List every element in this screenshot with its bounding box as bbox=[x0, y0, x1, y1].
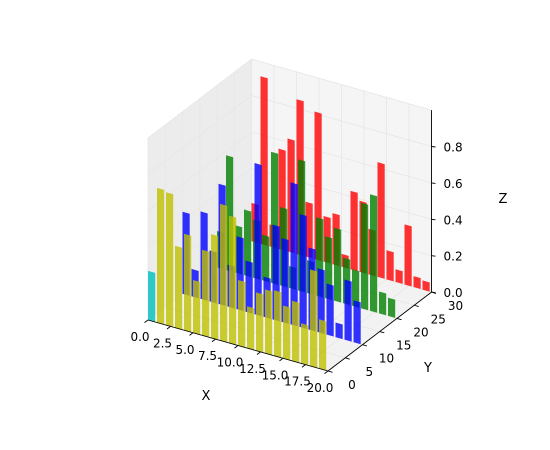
bar bbox=[229, 215, 237, 345]
bar bbox=[352, 269, 360, 308]
bar bbox=[175, 245, 183, 330]
x-tick-label: 2.5 bbox=[153, 336, 172, 350]
x-tick-label: 10.0 bbox=[217, 356, 244, 370]
bars-group bbox=[148, 76, 430, 371]
bar bbox=[335, 322, 343, 340]
bar bbox=[265, 289, 273, 356]
bar bbox=[254, 163, 262, 317]
top-grid-edge bbox=[147, 58, 432, 139]
bar bbox=[290, 182, 298, 327]
bar bbox=[245, 260, 253, 314]
bar bbox=[184, 233, 192, 333]
bar bbox=[379, 291, 387, 316]
bar bbox=[292, 300, 300, 363]
z-grid-line bbox=[147, 131, 432, 212]
z-tick-label: 0.6 bbox=[444, 177, 463, 191]
bar bbox=[157, 187, 165, 325]
bar bbox=[388, 297, 396, 318]
bar bbox=[310, 269, 318, 368]
y-tick-label: 20 bbox=[413, 325, 428, 339]
bar bbox=[244, 209, 252, 278]
bar bbox=[238, 280, 246, 348]
y-tick-mark bbox=[345, 357, 350, 360]
bar bbox=[299, 214, 307, 329]
y-tick-mark bbox=[396, 317, 402, 321]
y-tick-mark bbox=[414, 304, 419, 307]
x-tick-mark bbox=[256, 351, 261, 355]
bar bbox=[202, 249, 210, 338]
bar bbox=[211, 234, 219, 340]
bar bbox=[395, 269, 403, 284]
bar bbox=[317, 268, 325, 334]
x-tick-mark bbox=[189, 332, 194, 336]
tick-labels-group: 0.0 2.5 5.0 7.5 10.012.515.017.520.0 05 101520… bbox=[130, 141, 463, 396]
bar bbox=[326, 283, 334, 337]
bar bbox=[344, 279, 352, 342]
z-tick-mark bbox=[431, 218, 436, 221]
bar bbox=[301, 323, 309, 366]
z-tick-label: 0.8 bbox=[444, 141, 463, 155]
bar bbox=[260, 76, 268, 246]
x-tick-mark bbox=[211, 338, 216, 343]
y-tick-label: 30 bbox=[448, 299, 463, 313]
bar bbox=[220, 203, 228, 343]
z-tick-mark bbox=[431, 255, 436, 257]
bar bbox=[422, 280, 430, 292]
x-tick-mark bbox=[234, 345, 239, 349]
x-tick-label: 15.0 bbox=[262, 368, 289, 382]
x-tick-label: 7.5 bbox=[198, 349, 217, 363]
z-tick-mark bbox=[431, 291, 436, 294]
bar bbox=[404, 224, 412, 287]
x-tick-mark bbox=[166, 326, 171, 330]
z-tick-label: 0.2 bbox=[444, 250, 463, 264]
z-tick-mark bbox=[431, 182, 436, 184]
bar bbox=[413, 276, 421, 289]
bar bbox=[386, 250, 394, 282]
y-tick-label: 15 bbox=[396, 339, 411, 353]
bar bbox=[283, 305, 291, 361]
z-grid-line bbox=[147, 95, 432, 175]
x-axis-label: X bbox=[202, 389, 211, 404]
bar bbox=[262, 234, 270, 283]
bar bbox=[274, 290, 282, 358]
y-tick-label: 10 bbox=[379, 352, 394, 366]
x-tick-mark bbox=[144, 319, 149, 323]
bar bbox=[361, 202, 369, 311]
y-tick-mark bbox=[362, 344, 368, 347]
bar bbox=[353, 300, 361, 345]
bar bbox=[377, 162, 385, 279]
x-tick-label: 17.5 bbox=[284, 375, 311, 389]
bar bbox=[247, 306, 255, 351]
y-tick-label: 0 bbox=[348, 378, 356, 392]
bar bbox=[350, 190, 358, 272]
y-tick-mark bbox=[379, 331, 385, 334]
z-tick-label: 0.4 bbox=[444, 213, 463, 227]
y-axis-label: Y bbox=[423, 361, 432, 376]
bar bbox=[334, 227, 342, 303]
x-tick-mark bbox=[301, 364, 306, 368]
z-tick-mark bbox=[431, 146, 436, 148]
y-tick-mark bbox=[327, 370, 333, 373]
x-tick-label: 12.5 bbox=[239, 362, 266, 376]
bar bbox=[281, 238, 289, 324]
y-tick-label: 5 bbox=[365, 365, 373, 379]
x-tick-label: 0.0 bbox=[130, 330, 149, 344]
z-tick-label: 0.0 bbox=[444, 286, 463, 300]
bar bbox=[319, 319, 327, 371]
z-axis-label: Z bbox=[499, 192, 508, 207]
axes-group bbox=[144, 110, 437, 374]
bar bbox=[256, 292, 264, 353]
bar bbox=[166, 192, 174, 328]
y-tick-label: 25 bbox=[431, 312, 446, 326]
x-tick-mark bbox=[324, 370, 329, 374]
x-tick-mark bbox=[279, 357, 284, 362]
bar bbox=[193, 280, 201, 335]
bar bbox=[148, 270, 156, 322]
bar bbox=[370, 194, 378, 313]
bar bbox=[305, 201, 313, 259]
x-tick-label: 20.0 bbox=[307, 381, 334, 395]
x-tick-label: 5.0 bbox=[175, 343, 194, 357]
